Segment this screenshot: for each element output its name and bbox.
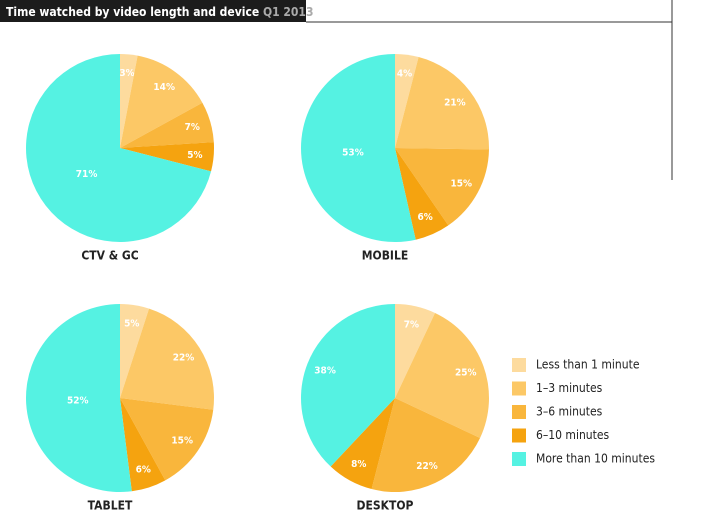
pie-slice <box>120 398 166 492</box>
pie-title: CTV & GC <box>81 249 138 263</box>
value-label: 52% <box>67 396 89 407</box>
value-label: 71% <box>76 169 98 180</box>
legend-swatch <box>512 358 526 372</box>
chart-title: Time watched by video length and device … <box>6 5 313 19</box>
pie-slice <box>371 398 481 492</box>
value-label: 7% <box>185 122 200 133</box>
pie-slice <box>395 312 489 439</box>
value-label: 5% <box>124 319 139 330</box>
pie-slice <box>26 304 132 492</box>
pie-slice <box>25 54 212 242</box>
pie-slice <box>120 308 214 410</box>
value-label: 38% <box>314 365 336 376</box>
value-label: 5% <box>187 150 202 161</box>
pie-title: DESKTOP <box>357 499 414 513</box>
value-label: 8% <box>351 459 366 470</box>
value-label: 53% <box>342 148 364 159</box>
pie-slice <box>120 55 203 149</box>
legend-label: 3–6 minutes <box>536 405 603 419</box>
legend-label: More than 10 minutes <box>536 452 655 466</box>
value-label: 6% <box>418 212 433 223</box>
pie-slice <box>120 304 150 398</box>
value-label: 22% <box>416 461 438 472</box>
legend-swatch <box>512 381 526 396</box>
legend-label: 6–10 minutes <box>536 428 610 442</box>
pie-slice <box>120 142 214 172</box>
pie-slice <box>330 398 395 490</box>
legend-label: Less than 1 minute <box>536 358 640 372</box>
value-label: 4% <box>397 68 412 79</box>
pie-title: MOBILE <box>362 249 408 263</box>
value-label: 6% <box>136 465 151 476</box>
title-text: Time watched by video length and device <box>6 5 259 19</box>
pie-slice <box>395 148 449 240</box>
legend-swatch <box>512 452 526 466</box>
value-label: 21% <box>444 97 466 108</box>
legend-swatch <box>512 428 526 443</box>
pie-slice <box>120 398 214 481</box>
pie-title: TABLET <box>88 499 133 513</box>
legend-label: 1–3 minutes <box>536 381 603 395</box>
value-label: 7% <box>404 320 419 331</box>
title-period: Q1 2013 <box>263 5 314 19</box>
pie-slice <box>300 304 395 467</box>
value-label: 3% <box>119 68 134 79</box>
legend-swatch <box>512 405 526 419</box>
pie-slice <box>395 57 489 150</box>
title-banner <box>0 0 306 22</box>
value-label: 15% <box>171 435 193 446</box>
value-label: 14% <box>153 82 175 93</box>
value-label: 25% <box>455 368 477 379</box>
pie-slice <box>395 148 489 226</box>
pie-slice <box>395 304 436 398</box>
value-label: 15% <box>451 179 473 190</box>
pie-slice <box>300 54 416 243</box>
pie-slice <box>395 54 419 148</box>
pie-slice <box>120 54 138 148</box>
value-label: 22% <box>173 353 195 364</box>
pie-slice <box>120 102 214 148</box>
